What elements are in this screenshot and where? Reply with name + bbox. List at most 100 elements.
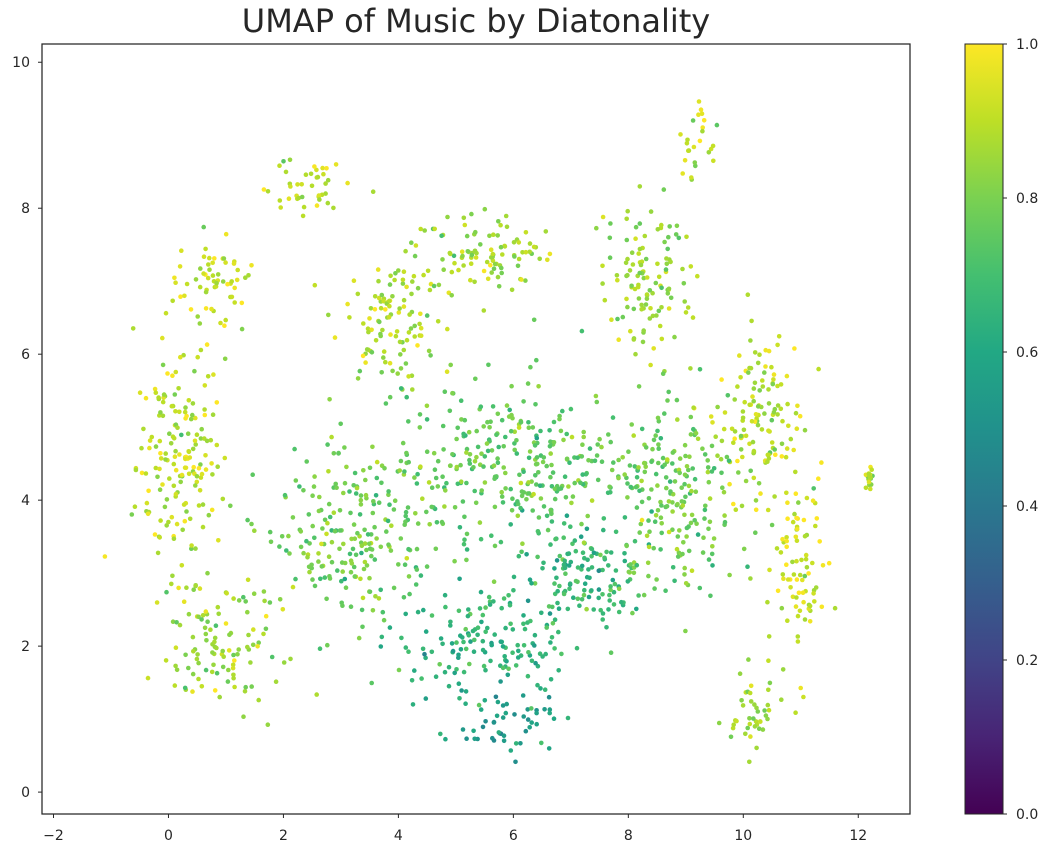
scatter-point xyxy=(638,521,644,527)
scatter-point xyxy=(491,599,496,604)
scatter-point xyxy=(637,221,643,226)
scatter-point xyxy=(667,479,673,484)
scatter-point xyxy=(536,515,542,520)
scatter-point xyxy=(208,437,214,443)
scatter-point xyxy=(130,326,136,331)
scatter-point xyxy=(340,569,346,574)
scatter-point xyxy=(754,745,759,751)
scatter-point xyxy=(329,559,335,565)
scatter-point xyxy=(206,262,211,267)
scatter-point xyxy=(579,521,584,527)
scatter-point xyxy=(164,589,169,595)
scatter-point xyxy=(604,549,609,555)
scatter-point xyxy=(288,656,293,662)
scatter-point xyxy=(249,263,254,268)
scatter-point xyxy=(212,688,218,693)
scatter-point xyxy=(317,197,322,202)
scatter-point xyxy=(641,328,646,333)
scatter-point xyxy=(218,320,223,326)
y-tick-label: 0 xyxy=(21,785,30,801)
scatter-point xyxy=(262,598,267,604)
scatter-point xyxy=(571,595,576,600)
scatter-point xyxy=(399,635,404,641)
scatter-point xyxy=(561,562,567,567)
scatter-point xyxy=(526,491,532,496)
scatter-point xyxy=(432,226,438,232)
scatter-point xyxy=(573,548,579,554)
scatter-point xyxy=(184,281,190,287)
scatter-point xyxy=(358,497,364,503)
scatter-point xyxy=(742,399,747,405)
scatter-point xyxy=(518,480,524,486)
scatter-point xyxy=(523,278,528,283)
x-tick-label: −2 xyxy=(43,828,64,844)
scatter-point xyxy=(646,573,651,579)
scatter-point xyxy=(379,292,385,298)
scatter-point xyxy=(523,249,529,255)
scatter-point xyxy=(506,593,511,598)
scatter-point xyxy=(175,425,180,431)
scatter-point xyxy=(488,262,493,268)
scatter-point xyxy=(625,272,630,278)
scatter-point xyxy=(586,567,591,572)
scatter-point xyxy=(784,490,789,496)
scatter-point xyxy=(783,454,789,460)
scatter-point xyxy=(499,494,505,499)
scatter-point xyxy=(769,417,775,423)
colorbar-tick-label: 0.6 xyxy=(1016,345,1038,361)
scatter-point xyxy=(793,469,798,475)
scatter-point xyxy=(534,357,539,363)
scatter-point xyxy=(226,667,231,673)
scatter-point xyxy=(481,464,486,469)
scatter-point xyxy=(697,138,703,144)
scatter-point xyxy=(484,259,490,265)
scatter-point xyxy=(553,536,558,542)
scatter-point xyxy=(164,497,170,502)
scatter-point xyxy=(172,275,177,281)
scatter-point xyxy=(281,159,286,164)
scatter-point xyxy=(724,454,730,460)
scatter-point xyxy=(629,422,634,427)
scatter-point xyxy=(624,216,629,222)
scatter-point xyxy=(594,453,600,458)
scatter-point xyxy=(426,348,432,354)
scatter-point xyxy=(350,546,356,552)
scatter-point xyxy=(167,476,172,481)
scatter-point xyxy=(519,549,524,555)
scatter-point xyxy=(186,611,192,617)
scatter-point xyxy=(442,389,448,395)
scatter-point xyxy=(367,316,372,321)
x-axis: −2 0 2 4 6 8 10 12 xyxy=(43,814,867,844)
scatter-point xyxy=(448,251,453,257)
scatter-point xyxy=(388,548,394,553)
scatter-point xyxy=(672,578,677,584)
scatter-point xyxy=(575,596,581,602)
scatter-point xyxy=(869,467,874,473)
scatter-point xyxy=(512,447,517,453)
scatter-point xyxy=(594,399,600,405)
scatter-point xyxy=(443,604,448,610)
scatter-point xyxy=(323,191,328,196)
scatter-point xyxy=(406,374,411,379)
scatter-point xyxy=(705,458,710,463)
scatter-point xyxy=(651,545,656,551)
scatter-point xyxy=(684,534,689,539)
scatter-point xyxy=(826,560,832,566)
scatter-point xyxy=(800,590,806,595)
scatter-point xyxy=(319,541,324,547)
scatter-point xyxy=(172,454,178,460)
scatter-point xyxy=(548,451,553,456)
scatter-point xyxy=(340,603,345,608)
scatter-point xyxy=(337,508,343,513)
scatter-point xyxy=(450,648,456,654)
scatter-point xyxy=(209,507,215,513)
scatter-point xyxy=(655,261,660,267)
scatter-point xyxy=(157,438,163,444)
scatter-point xyxy=(431,450,437,456)
scatter-point xyxy=(566,551,572,556)
scatter-point xyxy=(636,465,641,470)
scatter-point xyxy=(793,534,799,540)
scatter-point xyxy=(589,565,595,570)
scatter-point xyxy=(378,544,384,550)
